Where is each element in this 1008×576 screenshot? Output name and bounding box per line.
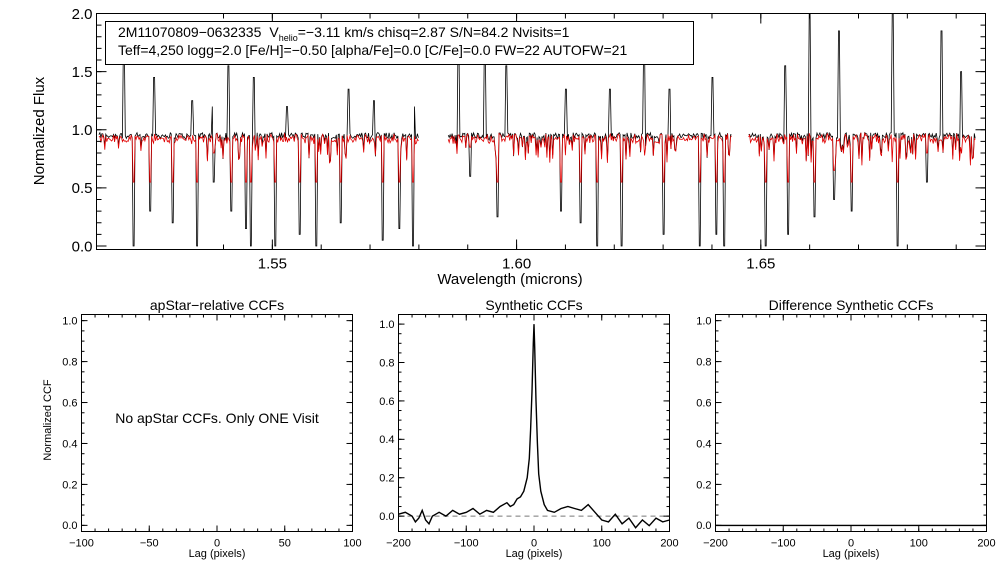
difference-ccf-ticks: −200 −100 0 100 200 0.0 0.2 0.4 0.6 0.8 1.0 [696, 314, 996, 550]
spectrum-lines [98, 13, 976, 247]
x-tick-label: 200 [977, 538, 995, 550]
y-tick-label: 0.4 [379, 434, 394, 446]
difference-ccf-xlabel: Lag (pixels) [823, 548, 880, 560]
y-tick-label: 0.6 [696, 397, 711, 409]
model-spectrum-chip-1 [98, 132, 419, 183]
x-tick-label: −50 [140, 538, 159, 550]
y-tick-label: 0.0 [696, 520, 711, 532]
synthetic-ccf-xlabel: Lag (pixels) [506, 548, 563, 560]
observed-spectrum-chip-2 [447, 42, 732, 247]
y-tick-label: 0.2 [62, 479, 77, 491]
star-id: 2M11070809−0632335 [118, 24, 262, 40]
spectrum-panel: 1.55 1.60 1.65 0.0 0.5 1.0 1.5 2.0 2M11070809−0… [31, 6, 986, 288]
x-tick-label: 100 [343, 538, 361, 550]
apstar-note: No apStar CCFs. Only ONE Visit [115, 410, 319, 426]
y-tick-label: 0.6 [62, 397, 77, 409]
y-tick-label: 0.2 [379, 473, 394, 485]
synthetic-ccf-title: Synthetic CCFs [485, 297, 582, 313]
x-tick-label: 1.55 [258, 256, 287, 273]
x-tick-label: −100 [454, 538, 479, 550]
x-tick-label: −100 [69, 538, 94, 550]
observed-spectrum-chip-3 [748, 13, 976, 247]
y-tick-label: 0.2 [696, 479, 711, 491]
x-tick-label: 0 [214, 538, 220, 550]
y-tick-label: 0.0 [379, 511, 394, 523]
difference-ccf-title: Difference Synthetic CCFs [769, 297, 934, 313]
x-tick-label: 100 [593, 538, 611, 550]
model-spectrum-chip-2 [447, 132, 732, 183]
difference-ccf-axes-frame [715, 314, 987, 532]
spectrum-ticks: 1.55 1.60 1.65 0.0 0.5 1.0 1.5 2.0 [72, 6, 986, 273]
spectrum-xlabel: Wavelength (microns) [437, 271, 582, 288]
y-tick-label: 1.0 [379, 319, 394, 331]
apstar-ccf-ylabel: Normalized CCF [42, 379, 54, 461]
y-tick-label: 0.0 [62, 520, 77, 532]
x-tick-label: 100 [910, 538, 928, 550]
y-tick-label: 2.0 [72, 6, 93, 23]
difference-ccf-panel: Difference Synthetic CCFs −200 −100 0 100 20… [696, 297, 995, 560]
y-tick-label: 0.0 [72, 238, 93, 255]
apstar-ccf-xlabel: Lag (pixels) [189, 548, 246, 560]
x-tick-label: 0 [848, 538, 854, 550]
x-tick-label: 50 [279, 538, 291, 550]
y-tick-label: 0.8 [62, 356, 77, 368]
y-tick-label: 1.5 [72, 64, 93, 81]
x-tick-label: 200 [660, 538, 678, 550]
spectrum-legend-line1: 2M11070809−0632335 Vhelio=−3.11 km/s chis… [118, 24, 570, 43]
x-tick-label: 0 [531, 538, 537, 550]
x-tick-label: 1.60 [502, 256, 531, 273]
synthetic-ccf-panel: Synthetic CCFs −200 −100 0 100 200 0.0 0.2 0.4 0… [379, 297, 678, 560]
y-tick-label: 0.8 [379, 357, 394, 369]
apstar-ccf-title: apStar−relative CCFs [150, 297, 284, 313]
spectrum-axes-frame [96, 13, 986, 250]
y-tick-label: 0.6 [379, 396, 394, 408]
x-tick-label: −100 [771, 538, 796, 550]
legend-line1-values: =−3.11 km/s chisq=2.87 S/N=84.2 Nvisits=… [298, 24, 570, 40]
y-tick-label: 1.0 [72, 122, 93, 139]
x-tick-label: −200 [703, 538, 728, 550]
model-spectrum-chip-3 [748, 132, 976, 183]
spectrum-legend-box [105, 21, 694, 65]
spectrum-legend-line2: Teff=4,250 logg=2.0 [Fe/H]=−0.50 [alpha/… [118, 42, 627, 58]
x-tick-label: 1.65 [746, 256, 775, 273]
y-tick-label: 0.4 [62, 438, 77, 450]
synthetic-ccf-ticks: −200 −100 0 100 200 0.0 0.2 0.4 0.6 0.8 1.0 [379, 314, 679, 550]
x-tick-label: −200 [386, 538, 411, 550]
y-tick-label: 1.0 [696, 315, 711, 327]
synthetic-ccf-plot [398, 324, 670, 529]
vhelio-label: V [269, 24, 279, 40]
y-tick-label: 0.8 [696, 356, 711, 368]
y-tick-label: 0.4 [696, 438, 711, 450]
y-tick-label: 0.5 [72, 180, 93, 197]
vhelio-subscript: helio [279, 33, 298, 43]
spectrum-ylabel: Normalized Flux [31, 76, 48, 185]
apstar-ccf-panel: apStar−relative CCFs −100 −50 0 50 100 0.0 0.2… [42, 297, 362, 560]
apstar-ccf-ticks: −100 −50 0 50 100 0.0 0.2 0.4 0.6 0.8 1.0 [62, 314, 362, 550]
synthetic-ccf-curve [398, 324, 670, 529]
y-tick-label: 1.0 [62, 315, 77, 327]
